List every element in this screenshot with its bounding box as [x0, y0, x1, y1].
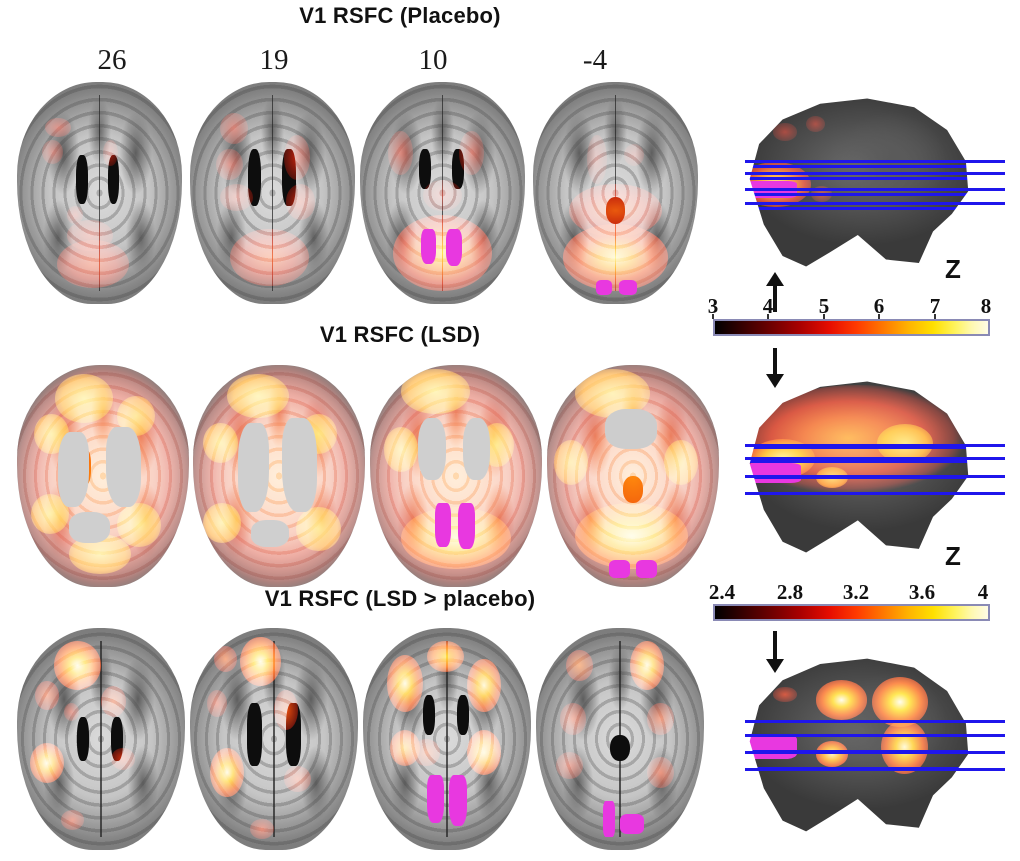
row-title-placebo: V1 RSFC (Placebo) [299, 3, 501, 28]
axial-slice-lsd-z-4 [547, 365, 719, 587]
colorbar-top-tick-4: 4 [762, 294, 774, 318]
colorbar-top-tick-6: 6 [873, 294, 885, 318]
slice-label-19: 19 [259, 44, 289, 76]
slice-label-26: 26 [97, 44, 127, 76]
axial-slice-contrast-z19 [190, 628, 358, 850]
colorbar-bottom-tick-3-2: 3.2 [842, 580, 870, 604]
slice-line-extension-1c [745, 188, 1005, 191]
slice-line-extension-1b [745, 172, 1005, 175]
slice-line-extension-2d [745, 492, 1005, 495]
axial-slice-lsd-z10 [370, 365, 542, 587]
axial-slice-lsd-z26 [17, 365, 189, 587]
sagittal-slice-contrast [749, 658, 969, 832]
colorbar-top-tick-5: 5 [818, 294, 830, 318]
colorbar-bottom-tick-2-8: 2.8 [776, 580, 804, 604]
colorbar-top-tick-3: 3 [707, 294, 719, 318]
sagittal-slice-lsd [749, 381, 969, 553]
slice-label-10: 10 [418, 44, 448, 76]
colorbar-top [713, 319, 990, 339]
slice-line-extension-1a [745, 160, 1005, 163]
sagittal-slice-placebo [749, 98, 969, 267]
colorbar-top-arrow-up [765, 272, 785, 312]
slice-line-extension-2b [745, 457, 1005, 460]
axial-slice-lsd-z19 [193, 365, 365, 587]
colorbar-bottom [713, 604, 990, 624]
axial-slice-placebo-z19 [190, 82, 355, 304]
axial-slice-contrast-z-4 [536, 628, 704, 850]
axial-slice-placebo-z10 [360, 82, 525, 304]
colorbar-bottom-tick-3-6: 3.6 [908, 580, 936, 604]
colorbar-top-arrow-down [765, 348, 785, 388]
row-title-lsd: V1 RSFC (LSD) [319, 322, 481, 347]
colorbar-bottom-axis-label: Z [945, 541, 961, 571]
colorbar-bottom-tick-4: 4 [977, 580, 989, 604]
colorbar-top-axis-label: Z [945, 254, 961, 284]
slice-line-extension-1d [745, 202, 1005, 205]
slice-label--4: -4 [582, 44, 608, 76]
colorbar-bottom-arrow-down [765, 631, 785, 673]
slice-line-extension-3a [745, 720, 1005, 723]
slice-line-extension-2c [745, 475, 1005, 478]
axial-slice-contrast-z26 [17, 628, 185, 850]
colorbar-bottom-tick-2-4: 2.4 [708, 580, 736, 604]
row-title-contrast: V1 RSFC (LSD > placebo) [264, 586, 536, 611]
slice-line-extension-2a [745, 444, 1005, 447]
axial-slice-contrast-z10 [363, 628, 531, 850]
slice-line-extension-3b [745, 734, 1005, 737]
slice-line-extension-3c [745, 751, 1005, 754]
colorbar-top-tick-8: 8 [980, 294, 992, 318]
slice-line-extension-3d [745, 768, 1005, 771]
axial-slice-placebo-z26 [17, 82, 182, 304]
axial-slice-placebo-z-4 [533, 82, 698, 304]
colorbar-top-tick-7: 7 [929, 294, 941, 318]
